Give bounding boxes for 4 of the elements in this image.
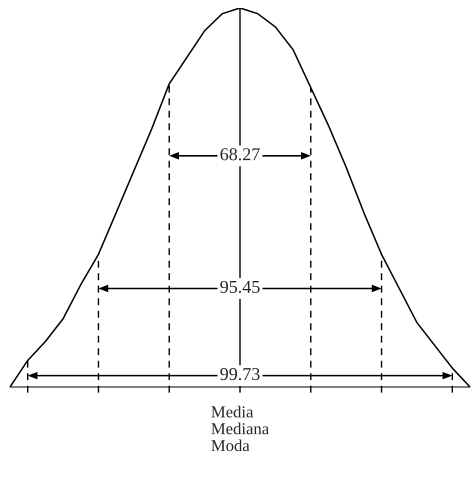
annotation: 68.27 — [220, 148, 260, 160]
annotation: 99.73 — [220, 368, 260, 380]
x-axis-title: Media Mediana Moda — [211, 406, 269, 452]
annotation: 95.45 — [220, 280, 260, 294]
